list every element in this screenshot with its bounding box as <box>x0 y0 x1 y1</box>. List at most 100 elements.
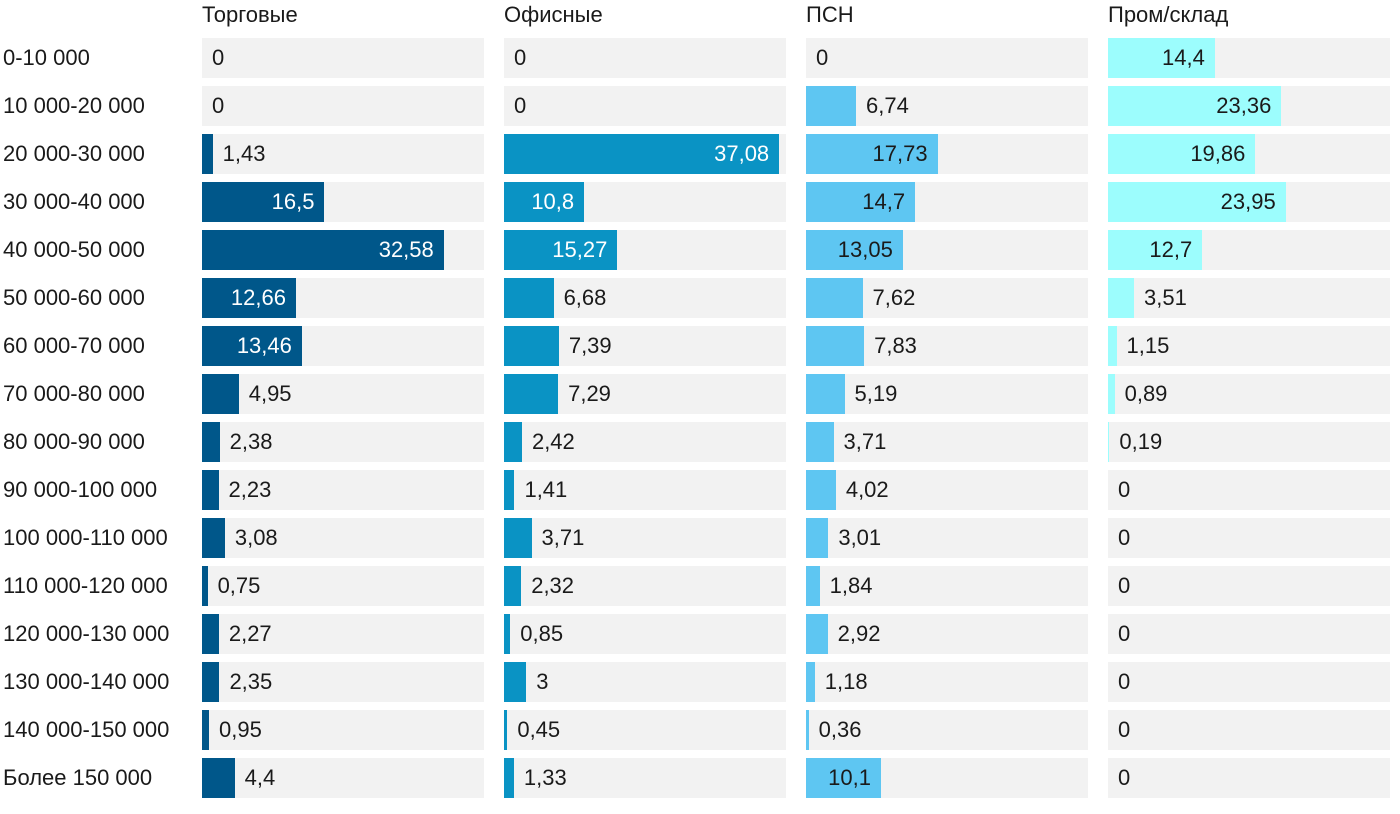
bar <box>806 134 938 174</box>
bar-value-label: 7,62 <box>872 285 916 310</box>
bar-track: 13,05 <box>806 230 1088 270</box>
bar-track: 1,84 <box>806 566 1088 606</box>
bar-track: 0 <box>1108 662 1390 702</box>
bar-value-label: 4,95 <box>248 381 292 406</box>
bar-value-label: 2,35 <box>229 669 273 694</box>
bar <box>202 230 444 270</box>
category-label: 40 000-50 000 <box>3 237 145 262</box>
bar-value-label: 0 <box>1118 765 1131 790</box>
bar-track: 2,32 <box>504 566 786 606</box>
bar-value-label: 0,36 <box>818 717 862 742</box>
bar-value-label: 7,39 <box>568 333 612 358</box>
bar <box>504 182 585 222</box>
bar <box>202 278 296 318</box>
bar-track: 1,33 <box>504 758 786 798</box>
bar-track: 0 <box>1108 758 1390 798</box>
bar-track: 4,95 <box>202 374 484 414</box>
bar <box>202 710 210 750</box>
bar <box>1108 86 1282 126</box>
bar-value-label: 3,51 <box>1144 285 1187 310</box>
bar-track: 15,27 <box>504 230 786 270</box>
bar <box>806 518 829 558</box>
bar-value-label: 2,38 <box>229 429 273 454</box>
bar-value-label: 37,08 <box>714 141 770 166</box>
bar-value-label: 4,02 <box>845 477 889 502</box>
bar-value-label: 6,68 <box>563 285 607 310</box>
bar-track: 0,19 <box>1108 422 1390 462</box>
bar-track: 3 <box>504 662 786 702</box>
bar-track: 12,66 <box>202 278 484 318</box>
bar-track: 2,42 <box>504 422 786 462</box>
bar-value-label: 1,33 <box>523 765 567 790</box>
bar <box>202 374 239 414</box>
bar <box>504 710 508 750</box>
bar <box>1108 278 1135 318</box>
bar-value-label: 13,05 <box>837 237 893 262</box>
bar-track: 2,23 <box>202 470 484 510</box>
bar-track: 12,7 <box>1108 230 1390 270</box>
bar-track: 4,02 <box>806 470 1088 510</box>
bar-value-label: 32,58 <box>378 237 434 262</box>
panel-title: ПСН <box>806 2 854 27</box>
bar <box>1108 326 1117 366</box>
bar-value-label: 12,66 <box>230 285 286 310</box>
bar <box>1108 422 1110 462</box>
bar-value-label: 0 <box>212 93 225 118</box>
bar-track: 1,43 <box>202 134 484 174</box>
bar-track: 2,92 <box>806 614 1088 654</box>
bar <box>806 662 815 702</box>
bar <box>504 518 532 558</box>
bar-value-label: 15,27 <box>552 237 608 262</box>
bar <box>202 182 325 222</box>
category-label: 30 000-40 000 <box>3 189 145 214</box>
bar-track: 1,18 <box>806 662 1088 702</box>
category-label: 10 000-20 000 <box>3 93 145 118</box>
bar-value-label: 0,75 <box>217 573 261 598</box>
bar <box>202 470 219 510</box>
bar-track: 1,15 <box>1108 326 1390 366</box>
category-label: 0-10 000 <box>3 45 90 70</box>
bar <box>202 566 208 606</box>
bar <box>1108 182 1286 222</box>
bar-value-label: 14,7 <box>862 189 906 214</box>
bar-value-label: 0,89 <box>1124 381 1168 406</box>
bar-track: 0 <box>1108 566 1390 606</box>
bar-value-label: 1,18 <box>824 669 868 694</box>
bar <box>1108 38 1215 78</box>
bar-value-label: 10,1 <box>828 765 871 790</box>
bar <box>806 326 865 366</box>
bar-track: 0,45 <box>504 710 786 750</box>
bar-track: 7,62 <box>806 278 1088 318</box>
bar-value-label: 1,41 <box>524 477 568 502</box>
bar-track: 0 <box>504 38 786 78</box>
bar-value-label: 3,01 <box>838 525 882 550</box>
bar-track: 7,83 <box>806 326 1088 366</box>
bar-track: 2,38 <box>202 422 484 462</box>
category-label: 60 000-70 000 <box>3 333 145 358</box>
category-label: 70 000-80 000 <box>3 381 145 406</box>
bar-value-label: 0 <box>1118 717 1131 742</box>
bar-value-label: 2,32 <box>531 573 575 598</box>
bar-track: 5,19 <box>806 374 1088 414</box>
bar <box>504 470 515 510</box>
bar <box>1108 374 1115 414</box>
category-label: 140 000-150 000 <box>3 717 170 742</box>
category-label: Более 150 000 <box>3 765 153 790</box>
bar-track: 0 <box>202 86 484 126</box>
bar-value-label: 0 <box>1118 525 1131 550</box>
bar-track: 10,1 <box>806 758 1088 798</box>
bar-value-label: 14,4 <box>1162 45 1205 70</box>
bar-value-label: 3,71 <box>843 429 887 454</box>
bar-value-label: 6,74 <box>866 93 909 118</box>
bar-track: 23,36 <box>1108 86 1390 126</box>
bar-track: 3,01 <box>806 518 1088 558</box>
bar-value-label: 0 <box>1118 621 1131 646</box>
bar-value-label: 2,42 <box>531 429 575 454</box>
bar-track: 16,5 <box>202 182 484 222</box>
bar-track: 3,71 <box>806 422 1088 462</box>
category-label: 110 000-120 000 <box>3 573 168 598</box>
bar-track: 6,68 <box>504 278 786 318</box>
bar-track: 32,58 <box>202 230 484 270</box>
bar-track: 6,74 <box>806 86 1088 126</box>
